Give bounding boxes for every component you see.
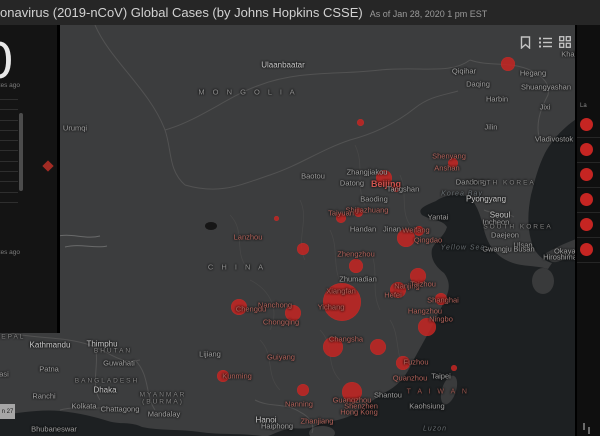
list-row-divider [0, 191, 18, 193]
as-of-timestamp: As of Jan 28, 2020 1 pm EST [369, 8, 488, 19]
case-marker[interactable] [418, 318, 436, 336]
case-dot-icon [580, 168, 593, 181]
case-dot-icon [580, 193, 593, 206]
case-marker[interactable] [217, 370, 229, 382]
location-list-item[interactable] [577, 163, 600, 188]
total-count-fragment: 0 [0, 33, 14, 90]
axis-mark [583, 423, 585, 430]
case-marker[interactable] [448, 158, 458, 168]
location-list-item[interactable] [577, 138, 600, 163]
map-canvas[interactable]: Ulaanbaatar M O N G O L I A Urumqi Qiqihar H… [0, 25, 600, 436]
case-marker[interactable] [410, 268, 426, 284]
case-dot-icon [580, 143, 593, 156]
axis-mark [588, 427, 590, 434]
list-row-divider [0, 119, 18, 121]
case-dot-icon [580, 243, 593, 256]
case-marker[interactable] [273, 215, 279, 221]
sea-pacific [268, 105, 600, 436]
list-scrollbar-thumb[interactable] [19, 113, 23, 191]
title-bar: onavirus (2019-nCoV) Global Cases (by Jo… [0, 0, 600, 25]
list-row-divider [0, 140, 18, 142]
case-marker[interactable] [323, 337, 343, 357]
location-list-item[interactable] [577, 113, 600, 138]
case-marker[interactable] [396, 356, 410, 370]
case-marker[interactable] [390, 282, 406, 298]
list-row-divider [0, 160, 18, 162]
list-row-divider [0, 109, 18, 111]
case-marker[interactable] [231, 299, 247, 315]
updated-ago-text: tes ago [0, 82, 20, 89]
case-marker[interactable] [323, 283, 361, 321]
case-marker[interactable] [349, 259, 363, 273]
case-marker[interactable] [376, 170, 392, 186]
case-marker[interactable] [435, 293, 447, 305]
list-row-divider [0, 99, 18, 100]
map-toolbar [518, 35, 572, 49]
list-row-divider [0, 129, 18, 131]
case-marker[interactable] [342, 382, 362, 402]
location-list [577, 113, 600, 263]
basemap-geography [0, 25, 600, 436]
case-dot-icon [580, 218, 593, 231]
basemap-grid-icon[interactable] [558, 35, 572, 49]
case-marker[interactable] [392, 184, 400, 192]
location-list-item[interactable] [577, 188, 600, 213]
case-dot-icon [580, 118, 593, 131]
sea-bay-of-bengal [0, 410, 262, 436]
lake-qinghai [205, 222, 217, 230]
bookmark-icon[interactable] [518, 35, 532, 49]
case-marker[interactable] [397, 229, 415, 247]
list-row-divider [0, 181, 18, 183]
national-borders [0, 25, 549, 434]
case-marker[interactable] [285, 305, 301, 321]
cases-list-rows[interactable] [0, 99, 22, 212]
case-marker[interactable] [451, 365, 457, 371]
island-kyushu [532, 268, 554, 294]
island-taiwan [440, 375, 458, 405]
legend-list-icon[interactable] [538, 35, 552, 49]
case-marker[interactable] [353, 207, 363, 217]
list-row-divider [0, 171, 18, 173]
case-marker[interactable] [336, 213, 346, 223]
date-axis-fragment: n 27 [0, 404, 15, 419]
list-row-divider [0, 201, 18, 203]
case-marker[interactable] [414, 226, 424, 236]
right-list-panel: La [575, 25, 600, 436]
case-marker[interactable] [297, 384, 309, 396]
case-marker[interactable] [297, 243, 309, 255]
terrain-ridges [54, 234, 108, 248]
chart-point-marker [42, 160, 54, 172]
location-list-item[interactable] [577, 213, 600, 238]
page-title: onavirus (2019-nCoV) Global Cases (by Jo… [0, 5, 363, 20]
province-borders [229, 144, 411, 391]
case-marker[interactable] [501, 57, 515, 71]
case-marker[interactable] [370, 339, 386, 355]
right-panel-header-fragment: La [580, 103, 587, 109]
island-hainan [309, 426, 335, 436]
location-list-item[interactable] [577, 238, 600, 263]
case-marker[interactable] [356, 118, 364, 126]
updated-ago-text-2: tes ago [0, 249, 20, 256]
left-stats-panel: 0 tes ago tes ago [0, 25, 60, 333]
list-row-divider [0, 150, 18, 152]
